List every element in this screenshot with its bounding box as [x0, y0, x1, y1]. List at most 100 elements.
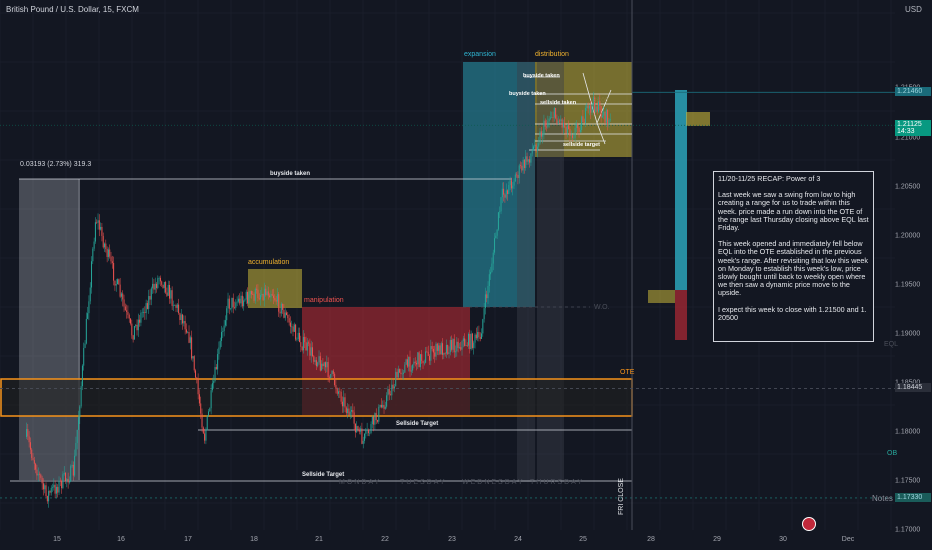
note-title: 11/20-11/25 RECAP: Power of 3: [718, 174, 821, 183]
sellside-target-label: Sellside Target: [396, 421, 439, 427]
expansion-label: expansion: [464, 51, 496, 58]
candle-body: [542, 134, 544, 137]
candle-body: [442, 343, 444, 355]
candle-body: [603, 111, 605, 116]
candle-body: [344, 397, 346, 408]
time-tick: 16: [117, 536, 125, 543]
candle-body: [366, 429, 368, 431]
candle-body: [104, 243, 106, 248]
candle-body: [475, 334, 477, 339]
price-tick: 1.18500: [895, 380, 920, 387]
candle-body: [169, 285, 171, 299]
candle-body: [62, 474, 64, 489]
us-flag-icon[interactable]: [802, 517, 816, 531]
candle-body: [417, 352, 419, 365]
candle-body: [105, 243, 107, 249]
candle-body: [582, 116, 584, 123]
candle-body: [241, 295, 243, 307]
candle-body: [555, 107, 557, 119]
candle-body: [423, 362, 425, 364]
candle-body: [252, 294, 254, 295]
time-tick: 15: [53, 536, 61, 543]
candle-body: [52, 487, 54, 489]
candle-body: [130, 318, 132, 324]
candle-body: [260, 295, 262, 300]
candle-body: [457, 341, 459, 348]
candle-body: [70, 466, 72, 482]
candle-body: [100, 226, 102, 230]
candle-body: [123, 299, 125, 307]
candle-body: [356, 426, 358, 433]
candle-body: [135, 324, 137, 326]
candle-body: [466, 345, 468, 346]
candle-body: [211, 383, 213, 391]
candle-body: [406, 359, 408, 367]
candle-body: [141, 312, 143, 313]
candle-body: [325, 362, 327, 368]
candle-body: [287, 314, 289, 319]
candle-body: [175, 305, 177, 308]
candle-body: [176, 304, 178, 308]
candle-body: [237, 298, 239, 302]
candle-body: [521, 165, 523, 171]
candle-body: [523, 159, 525, 168]
ob-badge: 1.17330: [895, 492, 931, 502]
buyside-taken-3-label: buyside taken: [509, 91, 546, 97]
candle-body: [178, 304, 180, 314]
candle-body: [57, 486, 59, 493]
candle-body: [379, 404, 381, 407]
time-tick: 18: [250, 536, 258, 543]
candle-body: [570, 135, 572, 136]
candle-body: [136, 324, 138, 331]
candle-body: [223, 325, 225, 332]
candle-body: [295, 324, 297, 340]
accumulation-box: [248, 269, 302, 308]
candle-body: [569, 128, 571, 136]
candle-body: [85, 318, 87, 344]
candle-body: [171, 290, 173, 306]
candle-body: [247, 291, 249, 304]
candle-body: [387, 389, 389, 396]
candle-body: [553, 107, 555, 118]
candle-body: [28, 436, 30, 443]
candle-body: [235, 302, 237, 308]
symbol-title[interactable]: British Pound / U.S. Dollar, 15, FXCM: [6, 5, 139, 14]
candle-body: [509, 180, 511, 185]
candle-body: [458, 347, 460, 348]
candle-body: [427, 352, 429, 356]
recap-note[interactable]: 11/20-11/25 RECAP: Power of 3 Last week …: [713, 171, 874, 342]
badge-countdown: 14:33: [897, 128, 915, 136]
candle-body: [102, 235, 104, 248]
candle-body: [65, 473, 67, 481]
candle-body: [257, 289, 259, 299]
candle-body: [588, 105, 590, 109]
candle-body: [371, 416, 373, 425]
candle-body: [591, 104, 593, 113]
candle-body: [500, 197, 502, 212]
price-tick: 1.20000: [895, 232, 921, 240]
candle-body: [279, 311, 281, 314]
candle-body: [525, 156, 527, 168]
candle-body: [253, 294, 255, 301]
candle-body: [91, 261, 93, 288]
candle-body: [159, 277, 161, 282]
candle-body: [218, 347, 220, 355]
eql-badge: 1.18445: [895, 383, 931, 393]
candle-body: [248, 294, 250, 304]
candle-body: [288, 318, 290, 323]
candle-body: [296, 338, 298, 340]
candle-body: [590, 105, 592, 113]
candle-body: [552, 117, 554, 119]
notes-label[interactable]: Notes: [872, 494, 893, 503]
candle-body: [305, 342, 307, 351]
candle-body: [262, 293, 264, 301]
candle-body: [140, 312, 142, 323]
candle-body: [59, 480, 61, 481]
candle-body: [79, 406, 81, 418]
candle-body: [422, 360, 424, 364]
candle-body: [594, 96, 596, 112]
candle-body: [535, 144, 537, 151]
candle-body: [124, 306, 126, 311]
candle-body: [540, 131, 542, 137]
